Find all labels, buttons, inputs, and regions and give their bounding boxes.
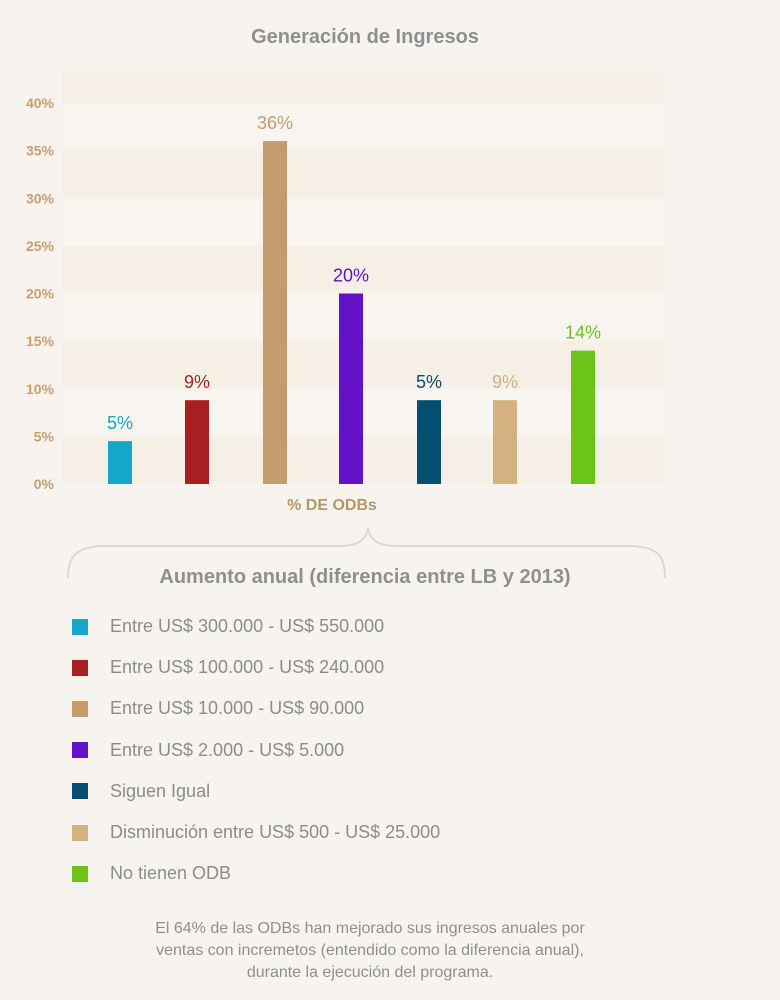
footnote: El 64% de las ODBs han mejorado sus ingr… — [60, 918, 680, 984]
footnote-line: El 64% de las ODBs han mejorado sus ingr… — [155, 920, 585, 937]
data-label: 9% — [492, 372, 518, 392]
y-tick-label: 40% — [26, 95, 55, 111]
data-label: 20% — [333, 266, 369, 286]
legend-item: Entre US$ 300.000 - US$ 550.000 — [72, 606, 440, 647]
y-tick-label: 20% — [26, 286, 55, 302]
bar — [263, 141, 287, 484]
grid-band — [62, 103, 665, 151]
bar — [571, 350, 595, 484]
grid-band — [62, 341, 665, 389]
data-label: 14% — [565, 323, 601, 343]
grid-band — [62, 198, 665, 246]
legend-swatch — [72, 783, 88, 800]
grid-band — [62, 436, 665, 484]
footnote-line: durante la ejecución del programa. — [246, 964, 494, 981]
legend-item: No tienen ODB — [72, 853, 440, 894]
legend-swatch — [72, 742, 88, 759]
y-tick-label: 0% — [34, 476, 55, 492]
grid-band — [62, 388, 665, 437]
chart-title: Generación de Ingresos — [251, 26, 479, 48]
grid-band — [62, 293, 665, 342]
legend-swatch — [72, 865, 88, 882]
data-label: 36% — [257, 113, 293, 133]
x-axis-label: % DE ODBs — [287, 497, 377, 514]
y-tick-label: 30% — [26, 190, 55, 206]
legend: Entre US$ 300.000 - US$ 550.000 Entre US$… — [72, 606, 440, 894]
bar — [417, 400, 441, 484]
legend-swatch — [72, 618, 88, 635]
legend-swatch — [72, 824, 88, 841]
bar — [493, 400, 517, 484]
grid-band — [62, 72, 665, 103]
legend-label: Disminución entre US$ 500 - US$ 25.000 — [110, 822, 441, 843]
legend-swatch — [72, 659, 88, 676]
legend-label: Entre US$ 100.000 - US$ 240.000 — [110, 657, 385, 678]
legend-label: No tienen ODB — [110, 863, 232, 884]
y-tick-label: 10% — [26, 381, 55, 397]
grid-band — [62, 245, 665, 294]
legend-item: Entre US$ 10.000 - US$ 90.000 — [72, 688, 440, 729]
legend-item: Entre US$ 100.000 - US$ 240.000 — [72, 647, 440, 688]
y-tick-label: 15% — [26, 333, 55, 349]
legend-item: Siguen Igual — [72, 771, 440, 812]
bar — [185, 400, 209, 484]
data-label: 5% — [416, 372, 442, 392]
bar — [108, 441, 132, 484]
y-tick-label: 25% — [26, 238, 55, 254]
legend-label: Entre US$ 300.000 - US$ 550.000 — [110, 616, 385, 637]
legend-label: Entre US$ 2.000 - US$ 5.000 — [110, 739, 345, 760]
legend-brace — [67, 527, 666, 579]
footnote-line: ventas con incremetos (entendido como la… — [156, 942, 584, 959]
data-label: 9% — [184, 372, 210, 392]
bar — [339, 293, 363, 484]
legend-label: Siguen Igual — [110, 780, 211, 801]
y-tick-label: 5% — [34, 428, 55, 444]
legend-label: Entre US$ 10.000 - US$ 90.000 — [110, 698, 365, 719]
grid-band — [62, 150, 665, 199]
legend-swatch — [72, 700, 88, 717]
y-tick-label: 35% — [26, 143, 55, 159]
legend-item: Entre US$ 2.000 - US$ 5.000 — [72, 730, 440, 771]
legend-item: Disminución entre US$ 500 - US$ 25.000 — [72, 812, 440, 853]
legend-title: Aumento anual (diferencia entre LB y 201… — [159, 566, 571, 588]
data-label: 5% — [107, 413, 133, 433]
